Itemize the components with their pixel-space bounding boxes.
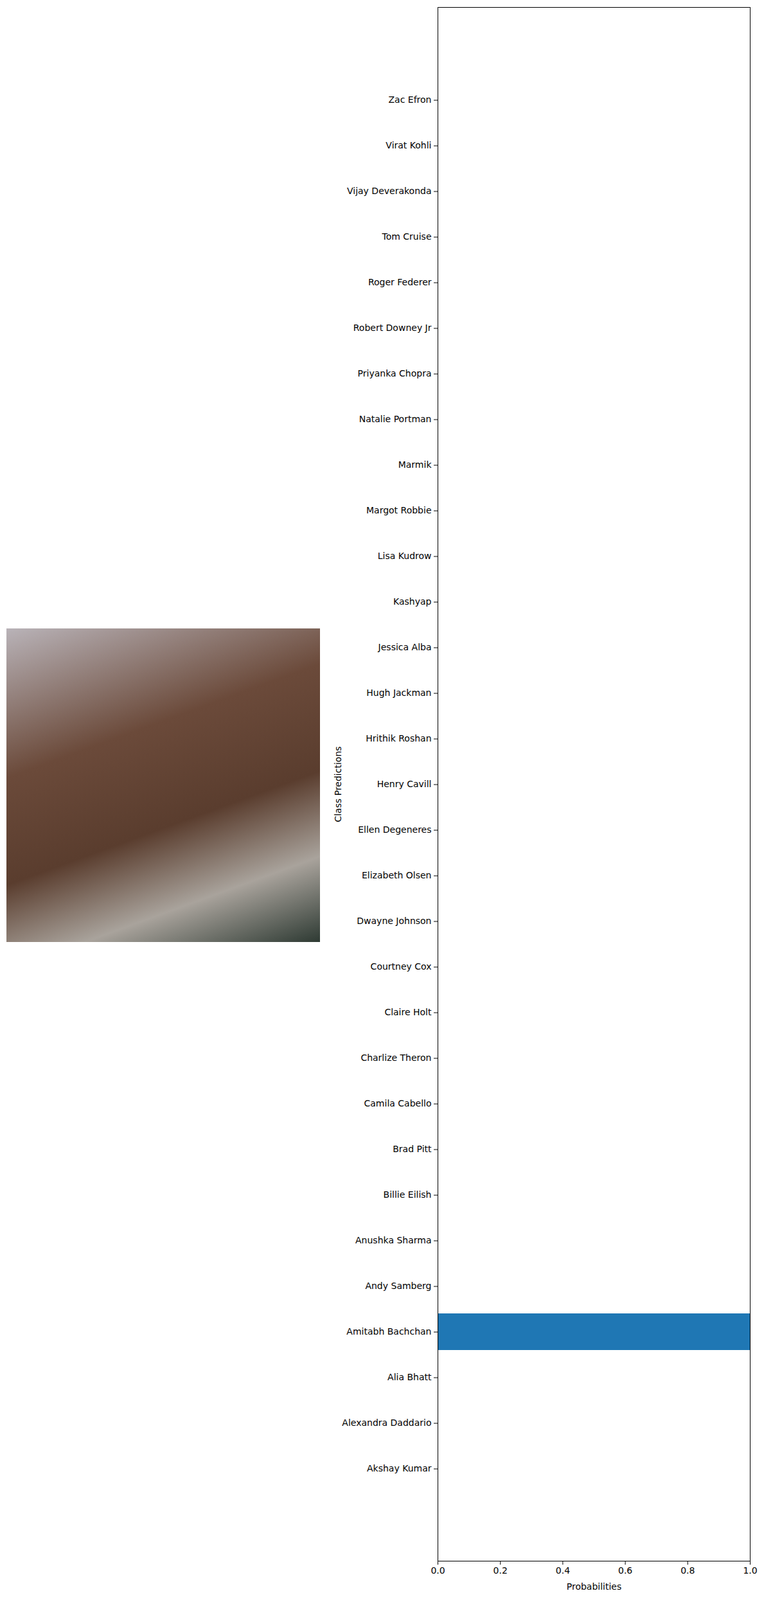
svg-text:Tom Cruise: Tom Cruise <box>381 231 432 242</box>
svg-text:Alexandra Daddario: Alexandra Daddario <box>341 1417 432 1428</box>
svg-text:Priyanka Chopra: Priyanka Chopra <box>357 368 432 379</box>
svg-text:Margot Robbie: Margot Robbie <box>366 505 432 516</box>
svg-text:Roger Federer: Roger Federer <box>368 276 432 288</box>
svg-text:0.0: 0.0 <box>430 1565 445 1576</box>
svg-text:Probabilities: Probabilities <box>566 1581 622 1592</box>
svg-text:Vijay Deverakonda: Vijay Deverakonda <box>346 185 432 196</box>
svg-text:Hugh Jackman: Hugh Jackman <box>366 687 432 698</box>
svg-text:Henry Cavill: Henry Cavill <box>377 778 432 790</box>
svg-text:Alia Bhatt: Alia Bhatt <box>387 1371 432 1383</box>
svg-text:Lisa Kudrow: Lisa Kudrow <box>377 550 432 561</box>
svg-text:0.2: 0.2 <box>493 1565 508 1576</box>
svg-text:Elizabeth Olsen: Elizabeth Olsen <box>361 870 432 881</box>
svg-text:Kashyap: Kashyap <box>393 596 432 607</box>
svg-text:Class Predictions: Class Predictions <box>332 746 344 822</box>
svg-text:Ellen Degeneres: Ellen Degeneres <box>357 824 432 835</box>
svg-text:Jessica Alba: Jessica Alba <box>377 641 432 653</box>
svg-text:Brad Pitt: Brad Pitt <box>392 1143 432 1155</box>
svg-text:Anushka Sharma: Anushka Sharma <box>355 1234 432 1246</box>
svg-text:Virat Kohli: Virat Kohli <box>385 140 432 151</box>
svg-text:Robert Downey Jr: Robert Downey Jr <box>353 322 432 333</box>
svg-text:Camila Cabello: Camila Cabello <box>364 1098 432 1109</box>
svg-text:Natalie Portman: Natalie Portman <box>359 413 432 425</box>
svg-text:Charlize Theron: Charlize Theron <box>360 1052 432 1063</box>
svg-text:0.6: 0.6 <box>618 1565 633 1576</box>
svg-text:Billie Eilish: Billie Eilish <box>383 1189 432 1200</box>
svg-text:Dwayne Johnson: Dwayne Johnson <box>356 915 432 926</box>
svg-text:0.4: 0.4 <box>555 1565 570 1576</box>
svg-text:Andy Samberg: Andy Samberg <box>364 1280 432 1291</box>
svg-text:Marmik: Marmik <box>398 459 433 470</box>
svg-text:0.8: 0.8 <box>680 1565 695 1576</box>
svg-text:Amitabh Bachchan: Amitabh Bachchan <box>346 1326 432 1337</box>
svg-text:Claire Holt: Claire Holt <box>384 1006 432 1018</box>
svg-text:Akshay Kumar: Akshay Kumar <box>366 1463 432 1474</box>
svg-text:Hrithik Roshan: Hrithik Roshan <box>365 733 432 744</box>
svg-text:Zac Efron: Zac Efron <box>388 94 432 105</box>
svg-text:1.0: 1.0 <box>742 1565 757 1576</box>
svg-text:Courtney Cox: Courtney Cox <box>370 961 432 972</box>
